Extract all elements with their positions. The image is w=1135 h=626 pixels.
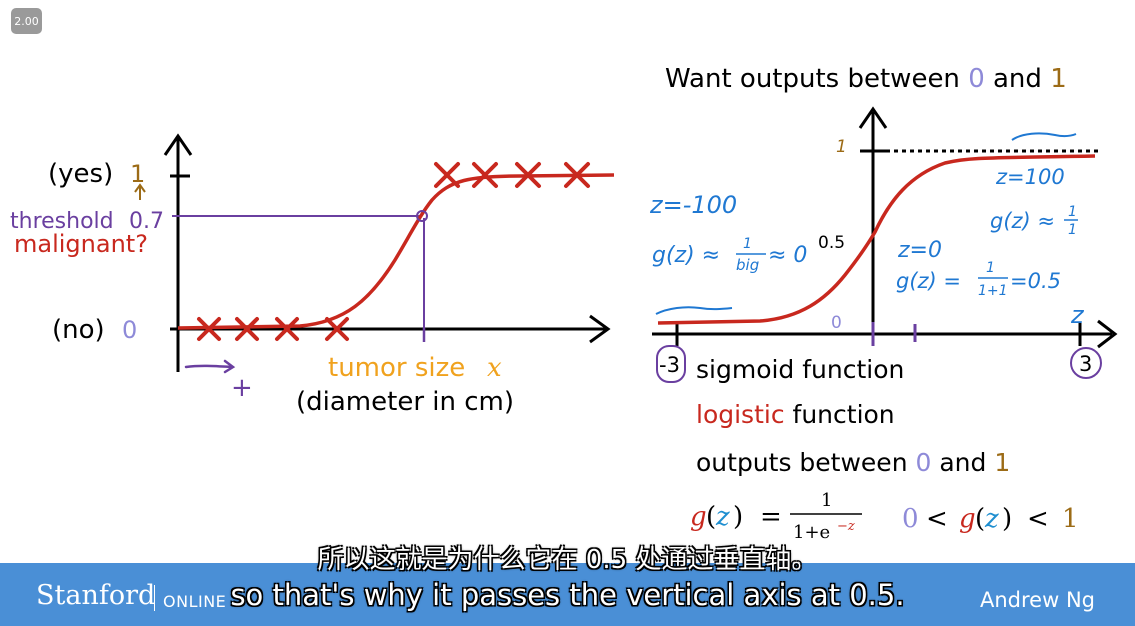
data-point-x <box>564 162 590 188</box>
x-zero-label: 0 <box>831 313 842 333</box>
footer-bar <box>0 563 1135 626</box>
right-plot: Want outputs between 0 and 1 1 0.5 0 z -… <box>649 64 1118 383</box>
ineq-close-paren: ) <box>1002 504 1012 534</box>
data-point-x <box>434 162 460 188</box>
ineq-z: z <box>984 504 999 534</box>
ineq-zero: 0 <box>902 504 919 534</box>
note-g-small-den: big <box>736 256 759 274</box>
x-axis-z-label: z <box>1070 301 1085 329</box>
up-arrow-annotation <box>134 183 146 200</box>
positive-data-points <box>434 162 590 188</box>
brand-divider <box>154 585 155 611</box>
formula-open-paren: ( <box>706 502 716 532</box>
x-axis-unit: (diameter in cm) <box>296 387 514 417</box>
x-left-label: -3 <box>659 353 680 377</box>
note-z-neg: z=-100 <box>649 191 737 219</box>
yes-label: (yes) <box>48 159 113 189</box>
threshold-label: threshold <box>10 209 114 234</box>
outputs-pre: outputs between <box>696 448 915 477</box>
right-squiggle <box>1011 132 1077 141</box>
y-zero-label: 0 <box>122 316 137 344</box>
title-one: 1 <box>1050 64 1067 94</box>
note-g-half-den: 1+1 <box>978 283 1008 299</box>
note-g-one-num: 1 <box>1068 204 1077 220</box>
x-axis-symbol: x <box>487 353 502 383</box>
x-left-circle <box>656 345 686 383</box>
note-z-pos: z=100 <box>995 165 1065 189</box>
ineq-g: g <box>959 504 976 534</box>
left-y-axis-arrow <box>163 133 193 156</box>
note-g-one-den: 1 <box>1068 222 1077 238</box>
playback-speed-badge[interactable]: 2.00 <box>11 8 42 34</box>
left-plot: (yes) 1 threshold 0.7 malignant? (no) 0 … <box>10 133 615 417</box>
plus-annotation: + <box>231 373 253 403</box>
formula-denominator: 1+e <box>793 522 830 543</box>
right-sigmoid-curve <box>657 154 1096 325</box>
data-point-x <box>235 317 259 341</box>
online-label: ONLINE <box>163 592 227 611</box>
range-inequality: 0 < g ( z ) < 1 <box>902 504 1079 534</box>
subtitle-chinese: 所以这就是为什么它在 0.5 处通过垂直轴。 <box>317 545 818 575</box>
formula-numerator: 1 <box>821 490 832 511</box>
title-and: and <box>985 64 1050 94</box>
note-z0: z=0 <box>897 238 942 263</box>
left-sigmoid-curve <box>177 173 615 330</box>
logistic-word: logistic <box>696 400 785 429</box>
formula-exponent: −z <box>837 519 855 534</box>
outputs-and: and <box>931 448 994 477</box>
note-g-small-pre: g(z) ≈ <box>652 243 720 268</box>
note-g-small-post: ≈ 0 <box>768 243 807 268</box>
x-axis-label: tumor size <box>328 353 465 383</box>
definition-block: sigmoid function logistic function outpu… <box>690 355 1079 543</box>
outputs-between-label: outputs between 0 and 1 <box>696 448 1010 477</box>
y-half-label: 0.5 <box>818 233 845 253</box>
outputs-one: 1 <box>994 448 1010 477</box>
title-zero: 0 <box>968 64 985 94</box>
note-g-one-pre: g(z) ≈ <box>990 209 1055 233</box>
title-pre: Want outputs between <box>665 64 968 94</box>
note-g-small-num: 1 <box>743 236 752 252</box>
y-one-label: 1 <box>130 160 145 188</box>
function-word: function <box>785 400 895 429</box>
ineq-one: 1 <box>1062 504 1079 534</box>
right-y-axis-arrow <box>858 106 888 129</box>
instructor-name: Andrew Ng <box>980 588 1095 612</box>
sigmoid-function-label: sigmoid function <box>696 355 904 384</box>
note-g-half-pre: g(z) = <box>896 269 961 293</box>
formula-g: g <box>690 502 707 532</box>
malignant-label: malignant? <box>14 230 148 258</box>
stanford-logo-text: Stanford <box>36 580 156 611</box>
threshold-value: 0.7 <box>129 209 164 234</box>
threshold-point <box>416 210 428 222</box>
outputs-zero: 0 <box>915 448 931 477</box>
right-plot-title: Want outputs between 0 and 1 <box>665 64 1067 94</box>
handwritten-notes: z=-100 g(z) ≈ 1 big ≈ 0 z=100 g(z) ≈ 1 1… <box>649 165 1078 299</box>
right-x-axis-arrow <box>1097 319 1118 349</box>
left-x-axis-arrow <box>589 314 611 344</box>
data-point-x <box>515 162 541 188</box>
data-point-x <box>275 317 299 341</box>
no-label: (no) <box>52 315 105 345</box>
formula-close-paren: ) <box>733 502 743 532</box>
note-g-half-num: 1 <box>986 260 995 276</box>
left-squiggle <box>655 306 733 315</box>
ineq-lt-2: < <box>1027 504 1049 534</box>
formula-z: z <box>715 502 730 532</box>
sigmoid-formula: g ( z ) = 1 1+e −z <box>690 490 862 543</box>
x-right-circle <box>1070 347 1102 379</box>
y-one-label: 1 <box>836 137 847 157</box>
logistic-function-label: logistic function <box>696 400 895 429</box>
ineq-open-paren: ( <box>975 504 985 534</box>
data-point-x <box>325 317 349 341</box>
note-g-half-post: =0.5 <box>1010 269 1061 293</box>
negative-data-points <box>197 317 349 341</box>
data-point-x <box>197 317 221 341</box>
increase-arrow-annotation <box>184 359 236 374</box>
subtitle-english: so that's why it passes the vertical axi… <box>230 578 905 612</box>
ineq-lt-1: < <box>926 504 948 534</box>
formula-equals: = <box>760 502 782 532</box>
x-right-label: 3 <box>1079 352 1092 376</box>
data-point-x <box>472 162 498 188</box>
